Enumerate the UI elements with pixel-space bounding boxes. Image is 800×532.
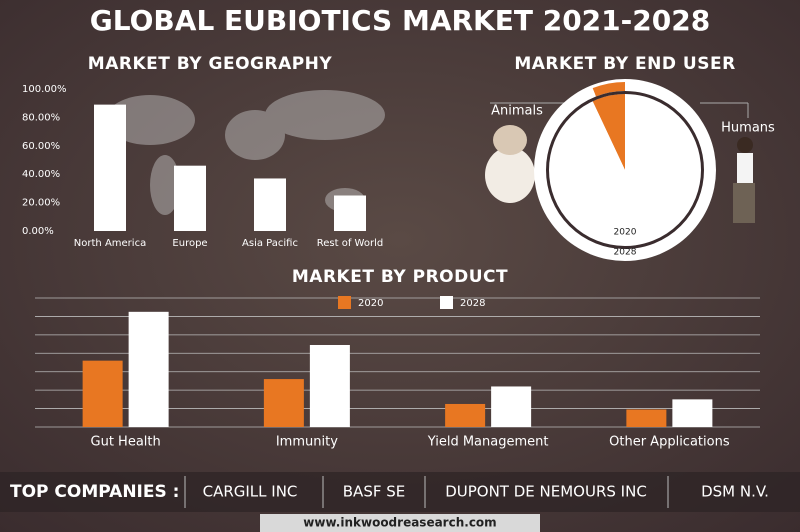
bar (309, 344, 350, 427)
footer: www.inkwoodreasearch.com (303, 516, 496, 530)
pie-slice (549, 94, 701, 246)
x-tick-label: Rest of World (317, 238, 383, 249)
y-tick-label: 80.00% (22, 112, 60, 123)
y-tick-label: 20.00% (22, 198, 60, 209)
footer-band (260, 514, 540, 532)
category-label: Humans (721, 121, 775, 136)
ring-label: 2028 (614, 248, 637, 258)
legend-label: 2028 (460, 298, 485, 309)
legend-swatch (338, 296, 351, 309)
companies-label: TOP COMPANIES : (10, 482, 179, 502)
main-title: GLOBAL EUBIOTICS MARKET 2021-2028 (90, 4, 710, 37)
chart-title: MARKET BY END USER (514, 54, 735, 74)
x-tick-label: Europe (172, 238, 207, 249)
y-tick-label: 0.00% (22, 226, 54, 237)
company: BASF SE (343, 483, 405, 501)
pie-slice (592, 94, 625, 170)
ring-label: 2020 (614, 228, 637, 238)
x-tick-label: Asia Pacific (242, 238, 298, 249)
x-tick-label: Other Applications (609, 435, 730, 450)
category-label: Animals (491, 104, 543, 119)
ring-divider (546, 91, 704, 249)
company: CARGILL INC (203, 483, 298, 501)
company: DUPONT DE NEMOURS INC (445, 483, 647, 501)
legend-swatch (440, 296, 453, 309)
bar (263, 379, 304, 427)
y-tick-label: 60.00% (22, 141, 60, 152)
x-tick-label: Immunity (276, 435, 338, 450)
bar (334, 195, 366, 231)
dog-icon (485, 125, 535, 203)
bar (445, 403, 486, 427)
y-tick-label: 100.00% (22, 84, 67, 95)
chart-title: MARKET BY GEOGRAPHY (88, 54, 333, 74)
bar (254, 178, 286, 231)
chart-title: MARKET BY PRODUCT (292, 267, 508, 287)
bar (94, 104, 126, 231)
pie-slice (592, 82, 625, 97)
human-icon (733, 137, 755, 223)
world-map (105, 90, 385, 215)
company: DSM N.V. (701, 483, 769, 501)
bar (626, 409, 667, 427)
bar (491, 386, 532, 427)
bar (174, 165, 206, 231)
companies-band (0, 472, 800, 512)
x-tick-label: Yield Management (427, 435, 549, 450)
legend-label: 2020 (358, 298, 383, 309)
bar (672, 399, 713, 427)
x-tick-label: North America (74, 238, 146, 249)
y-tick-label: 40.00% (22, 169, 60, 180)
x-tick-label: Gut Health (91, 435, 161, 450)
bar (128, 311, 169, 427)
bar (82, 360, 123, 427)
